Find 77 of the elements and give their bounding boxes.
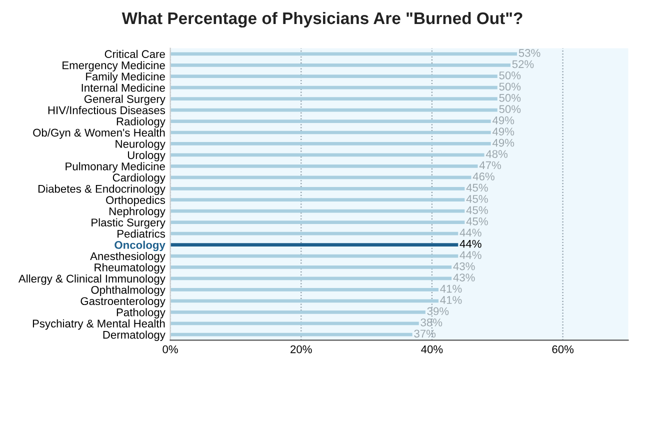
- bar: [170, 322, 419, 326]
- bar: [170, 120, 491, 123]
- y-tick-label: Cardiology: [112, 173, 166, 184]
- bar: [170, 142, 491, 146]
- y-tick-label: Nephrology: [110, 207, 166, 218]
- data-label: 50%: [499, 94, 521, 102]
- data-label: 38%: [420, 318, 442, 326]
- data-label: 50%: [499, 82, 521, 91]
- bar: [170, 288, 439, 292]
- x-tick-label: 0%: [162, 345, 178, 354]
- data-label: 39%: [427, 307, 449, 316]
- data-label: 47%: [479, 161, 501, 170]
- x-tick-label: 20%: [290, 345, 312, 354]
- bar: [170, 176, 472, 180]
- data-label: 45%: [466, 217, 488, 226]
- y-tick-label: Ophthalmology: [91, 286, 166, 296]
- data-label: 45%: [466, 184, 488, 192]
- y-tick-label: General Surgery: [84, 94, 166, 106]
- data-label: 49%: [492, 128, 514, 136]
- y-tick-label: Dermatology: [103, 330, 166, 341]
- y-tick-label: Orthopedics: [106, 196, 166, 206]
- y-tick-label: Gastroenterology: [80, 296, 166, 308]
- data-label: 41%: [440, 296, 462, 304]
- data-label: 44%: [460, 240, 482, 248]
- data-label: 41%: [440, 284, 462, 293]
- y-tick-label: Pulmonary Medicine: [66, 162, 165, 173]
- y-tick-label: Critical Care: [104, 50, 165, 58]
- bar: [170, 299, 439, 303]
- bar: [170, 310, 426, 314]
- data-label: 45%: [466, 206, 488, 214]
- y-tick-label: Diabetes & Endocrinology: [38, 184, 166, 195]
- y-tick-label: HIV/Infectious Diseases: [48, 106, 166, 114]
- y-tick-label: Pediatrics: [118, 230, 166, 238]
- y-tick-label: Urology: [128, 150, 166, 162]
- data-label: 49%: [492, 116, 514, 124]
- x-tick-label: 60%: [552, 345, 574, 354]
- bar: [170, 243, 458, 246]
- data-label: 50%: [499, 105, 521, 114]
- x-tick-label: 40%: [421, 345, 443, 354]
- y-tick-label: Family Medicine: [86, 72, 165, 83]
- bar: [170, 186, 465, 190]
- y-tick-label: Psychiatry & Mental Health: [32, 319, 165, 330]
- data-label: 49%: [492, 138, 514, 147]
- bar: [170, 52, 518, 56]
- chart-title: What Percentage of Physicians Are "Burned Out"?: [122, 12, 522, 28]
- y-tick-label: Ob/Gyn & Women's Health: [33, 128, 165, 139]
- bar: [170, 220, 465, 224]
- bar: [170, 74, 498, 78]
- bar: [170, 63, 510, 67]
- data-label: 52%: [512, 60, 534, 68]
- data-label: 37%: [414, 330, 436, 338]
- data-label: 46%: [472, 172, 494, 180]
- data-label: 48%: [486, 150, 508, 158]
- bar: [170, 332, 412, 336]
- data-label: 44%: [460, 251, 482, 259]
- data-label: 53%: [518, 49, 540, 57]
- data-label: 43%: [453, 262, 475, 270]
- bar: [170, 97, 498, 100]
- bar: [170, 209, 465, 213]
- y-tick-label: Plastic Surgery: [92, 218, 166, 229]
- y-tick-label: Pathology: [116, 308, 166, 318]
- bar: [170, 164, 478, 168]
- bar: [170, 198, 465, 202]
- y-tick-label: Radiology: [116, 117, 166, 128]
- y-tick-label: Neurology: [116, 140, 166, 150]
- y-tick-label: Internal Medicine: [82, 84, 165, 92]
- bar: [170, 266, 452, 269]
- data-label: 50%: [499, 71, 521, 80]
- y-tick-label: Oncology: [114, 240, 166, 252]
- y-tick-label: Emergency Medicine: [62, 61, 165, 72]
- y-tick-label: Anesthesiology: [90, 252, 166, 262]
- data-label: 45%: [466, 195, 488, 203]
- data-label: 43%: [453, 274, 475, 282]
- y-tick-label: Rheumatology: [94, 263, 166, 274]
- data-label: 44%: [460, 228, 482, 236]
- bar: [170, 86, 498, 90]
- y-tick-label: Allergy & Clinical Immunology: [18, 274, 166, 285]
